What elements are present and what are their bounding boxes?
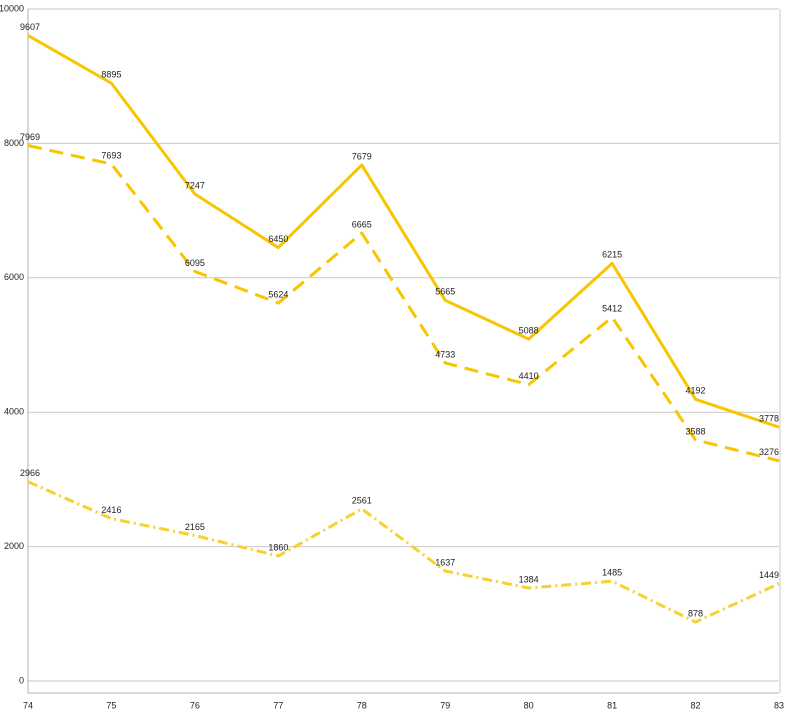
data-label: 5665 bbox=[435, 287, 455, 297]
data-label: 8895 bbox=[101, 70, 121, 80]
y-tick-label: 8000 bbox=[4, 138, 24, 148]
data-label: 6215 bbox=[602, 250, 622, 260]
data-label: 1860 bbox=[268, 542, 288, 552]
data-label: 5088 bbox=[519, 325, 539, 335]
x-tick-label: 74 bbox=[23, 700, 33, 710]
x-tick-label: 75 bbox=[106, 700, 116, 710]
y-tick-label: 4000 bbox=[4, 407, 24, 417]
y-tick-label: 10000 bbox=[0, 3, 24, 13]
data-label: 2966 bbox=[20, 468, 40, 478]
data-label: 4733 bbox=[435, 349, 455, 359]
data-label: 4192 bbox=[686, 386, 706, 396]
data-label: 6450 bbox=[268, 234, 288, 244]
series-line bbox=[27, 144, 780, 463]
data-label: 1449 bbox=[759, 570, 779, 580]
y-tick-label: 0 bbox=[19, 675, 24, 685]
x-tick-label: 83 bbox=[774, 700, 784, 710]
series-line bbox=[27, 480, 780, 624]
x-tick-label: 82 bbox=[691, 700, 701, 710]
data-label: 6095 bbox=[185, 258, 205, 268]
data-label: 2165 bbox=[185, 522, 205, 532]
y-tick-label: 2000 bbox=[4, 541, 24, 551]
x-tick-label: 78 bbox=[357, 700, 367, 710]
data-label: 1384 bbox=[519, 574, 539, 584]
x-tick-label: 79 bbox=[440, 700, 450, 710]
series-line bbox=[27, 34, 780, 429]
data-label: 7247 bbox=[185, 180, 205, 190]
data-label: 5624 bbox=[268, 289, 288, 299]
data-label: 1637 bbox=[435, 557, 455, 567]
x-tick-label: 77 bbox=[273, 700, 283, 710]
y-tick-label: 6000 bbox=[4, 272, 24, 282]
data-label: 2416 bbox=[101, 505, 121, 515]
data-label: 2561 bbox=[352, 495, 372, 505]
data-label: 3276 bbox=[759, 447, 779, 457]
data-label: 3588 bbox=[686, 426, 706, 436]
x-tick-label: 80 bbox=[524, 700, 534, 710]
data-label: 878 bbox=[688, 608, 703, 618]
data-label: 4410 bbox=[519, 371, 539, 381]
x-tick-label: 81 bbox=[607, 700, 617, 710]
data-label: 6665 bbox=[352, 219, 372, 229]
data-label: 7969 bbox=[20, 132, 40, 142]
data-label: 1485 bbox=[602, 568, 622, 578]
data-label: 7693 bbox=[101, 150, 121, 160]
x-tick-label: 76 bbox=[190, 700, 200, 710]
data-label: 9607 bbox=[20, 22, 40, 32]
data-label: 5412 bbox=[602, 304, 622, 314]
data-label: 3778 bbox=[759, 413, 779, 423]
data-label: 7679 bbox=[352, 151, 372, 161]
